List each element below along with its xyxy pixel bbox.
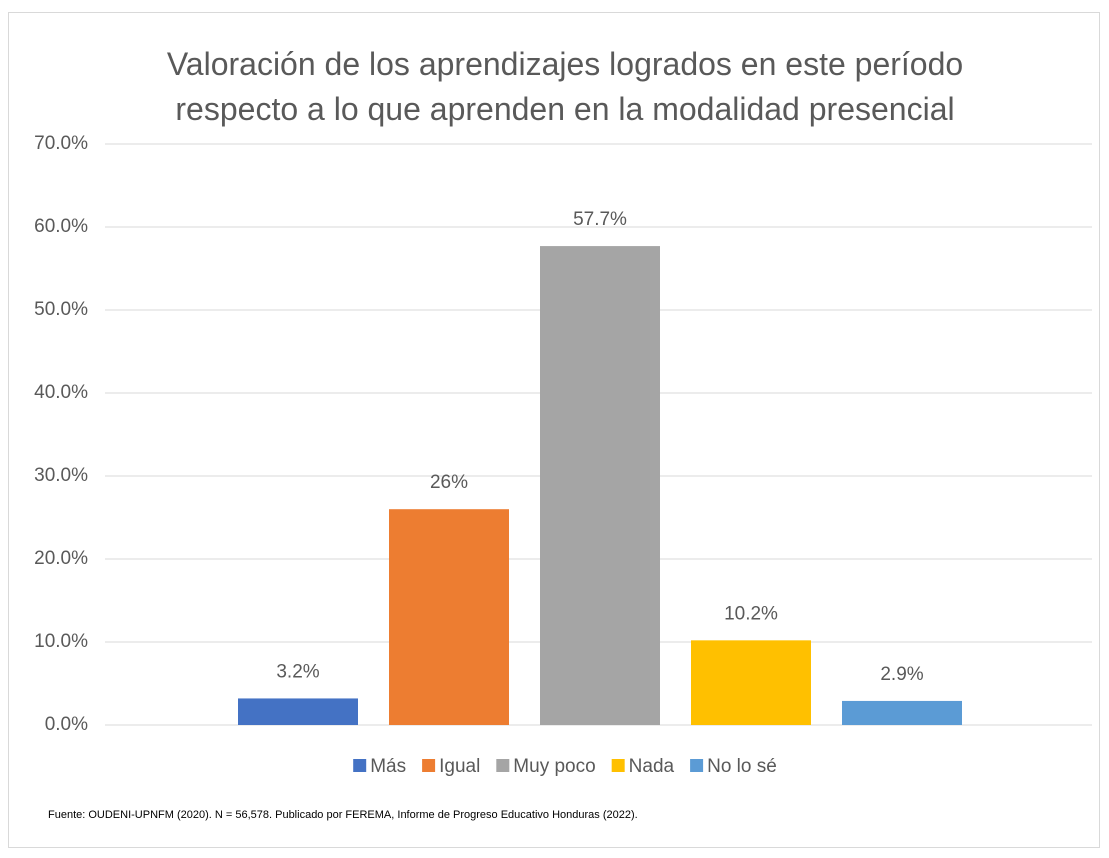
y-tick-label: 30.0% bbox=[34, 465, 88, 486]
data-label: 2.9% bbox=[880, 664, 923, 685]
y-tick-label: 70.0% bbox=[34, 133, 88, 154]
source-note: Fuente: OUDENI-UPNFM (2020). N = 56,578.… bbox=[48, 809, 638, 821]
bar bbox=[691, 640, 811, 725]
bar bbox=[540, 246, 660, 725]
y-tick-label: 20.0% bbox=[34, 548, 88, 569]
legend-swatch bbox=[422, 759, 436, 772]
chart-title: Valoración de los aprendizajes logrados … bbox=[166, 46, 964, 127]
legend-swatch bbox=[690, 759, 704, 772]
data-label: 26% bbox=[430, 472, 468, 493]
bar bbox=[842, 700, 962, 725]
bar bbox=[238, 698, 358, 725]
y-tick-label: 10.0% bbox=[34, 631, 88, 652]
legend-swatch bbox=[353, 759, 367, 772]
legend-label: Nada bbox=[629, 756, 675, 777]
data-label: 3.2% bbox=[276, 661, 319, 682]
legend-label: Muy poco bbox=[513, 756, 595, 777]
legend-label: No lo sé bbox=[707, 756, 777, 777]
data-label: 10.2% bbox=[724, 603, 778, 624]
legend-label: Igual bbox=[439, 756, 480, 777]
y-tick-label: 50.0% bbox=[34, 299, 88, 320]
y-tick-label: 40.0% bbox=[34, 382, 88, 403]
legend-label: Más bbox=[370, 756, 406, 777]
bar bbox=[389, 509, 509, 725]
legend-swatch bbox=[496, 759, 510, 772]
y-tick-label: 60.0% bbox=[34, 216, 88, 237]
y-tick-label: 0.0% bbox=[45, 714, 88, 735]
data-label: 57.7% bbox=[573, 209, 627, 230]
legend-swatch bbox=[611, 759, 625, 772]
